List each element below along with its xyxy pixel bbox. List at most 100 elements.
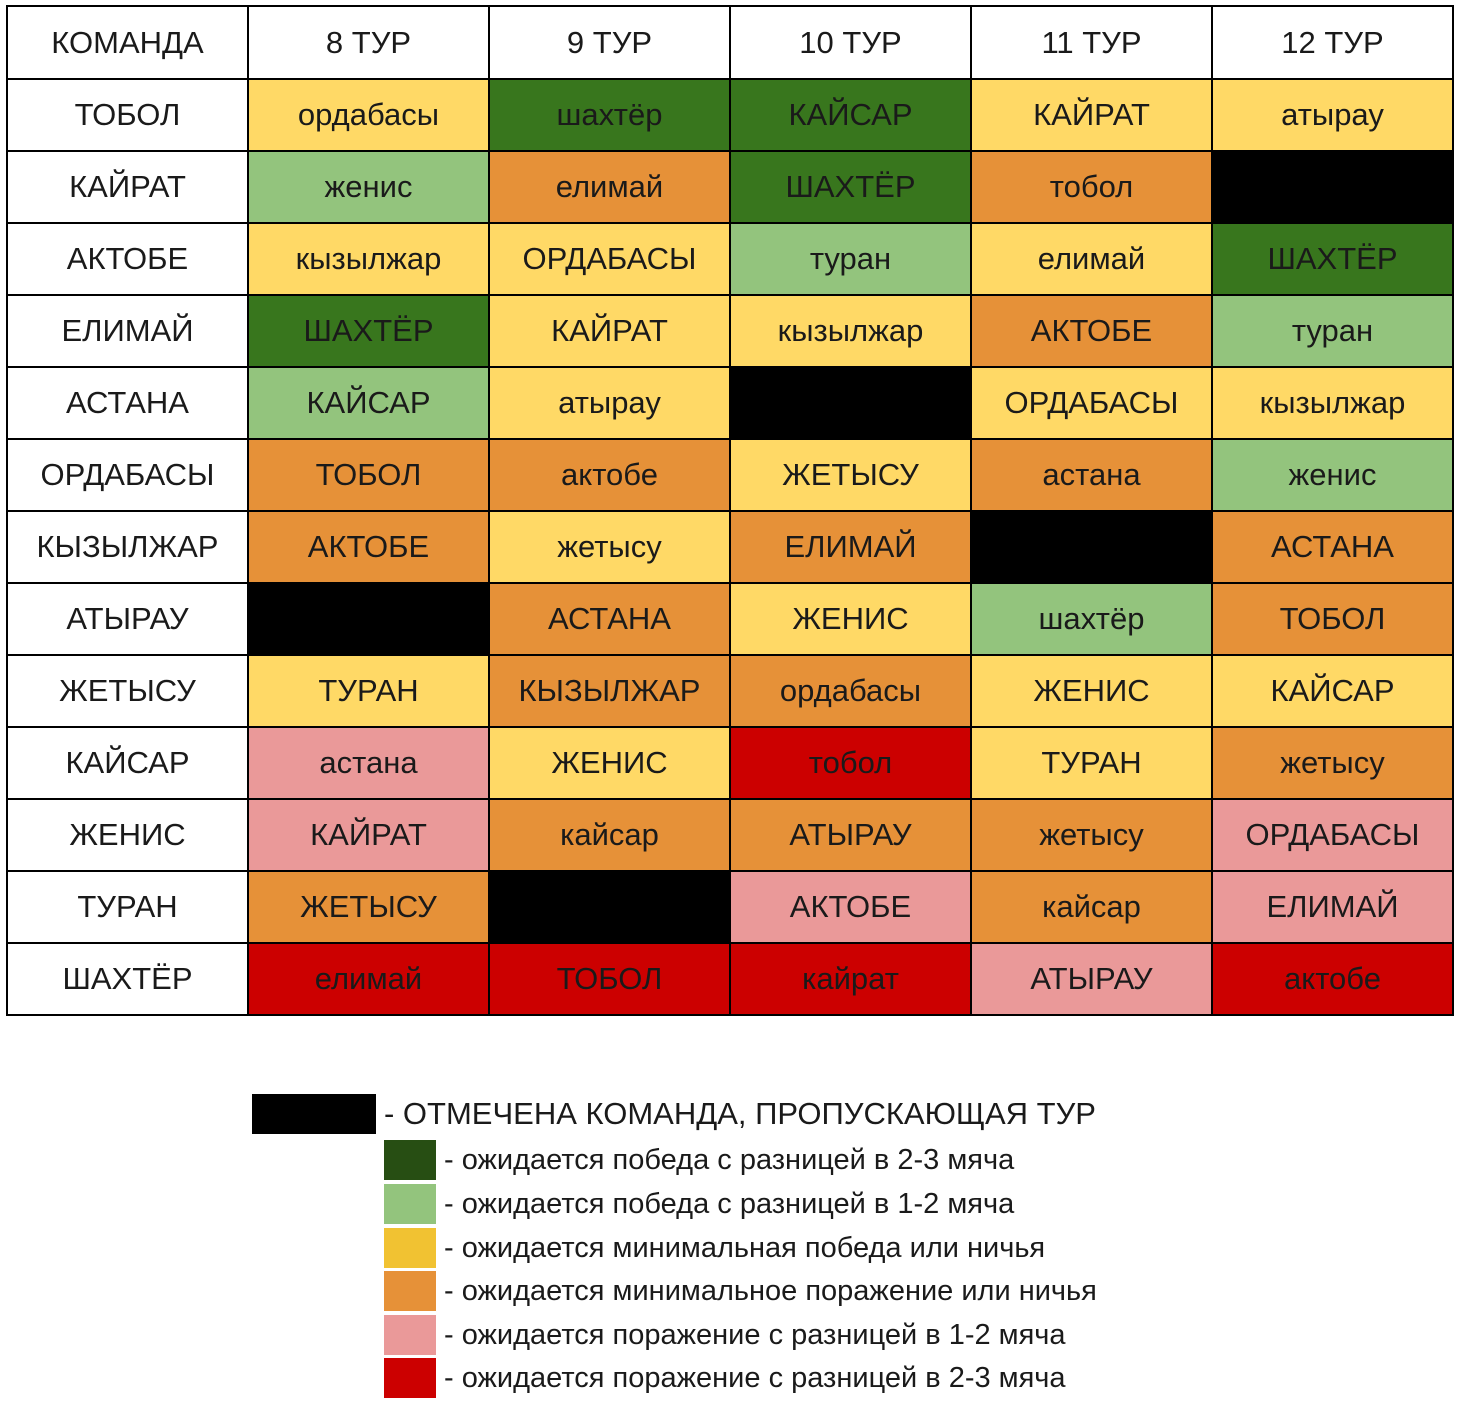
- match-cell: актобе: [488, 438, 731, 512]
- team-name: КАЙРАТ: [6, 150, 249, 224]
- match-cell: астана: [247, 726, 490, 800]
- team-name: ОРДАБАСЫ: [6, 438, 249, 512]
- match-cell: ШАХТЁР: [729, 150, 972, 224]
- team-name: ЕЛИМАЙ: [6, 294, 249, 368]
- legend-label: - ожидается победа с разницей в 1-2 мяча: [444, 1188, 1015, 1220]
- match-cell: ТУРАН: [970, 726, 1213, 800]
- match-cell: ЖЕНИС: [729, 582, 972, 656]
- team-name: АТЫРАУ: [6, 582, 249, 656]
- match-cell: атырау: [1211, 78, 1454, 152]
- table-row: АТЫРАУ АСТАНА ЖЕНИС шахтёр ТОБОЛ: [6, 582, 1454, 656]
- header-tour-10: 10 ТУР: [729, 5, 972, 80]
- match-cell: ОРДАБАСЫ: [488, 222, 731, 296]
- table-row: АКТОБЕ кызылжар ОРДАБАСЫ туран елимай ША…: [6, 222, 1454, 296]
- match-cell: ордабасы: [247, 78, 490, 152]
- match-cell: елимай: [970, 222, 1213, 296]
- table-row: ТУРАН ЖЕТЫСУ АКТОБЕ кайсар ЕЛИМАЙ: [6, 870, 1454, 944]
- match-cell: кайрат: [729, 942, 972, 1016]
- legend-label: - ожидается минимальное поражение или ни…: [444, 1275, 1097, 1307]
- match-cell: атырау: [488, 366, 731, 440]
- legend-label: - ожидается поражение с разницей в 1-2 м…: [444, 1319, 1066, 1351]
- match-cell: кайсар: [970, 870, 1213, 944]
- team-name: ЖЕНИС: [6, 798, 249, 872]
- legend-label: - ожидается минимальная победа или ничья: [444, 1232, 1046, 1264]
- match-cell: шахтёр: [488, 78, 731, 152]
- legend-swatch: [384, 1271, 436, 1311]
- table-row: КЫЗЫЛЖАР АКТОБЕ жетысу ЕЛИМАЙ АСТАНА: [6, 510, 1454, 584]
- header-tour-8: 8 ТУР: [247, 5, 490, 80]
- match-cell: КАЙРАТ: [247, 798, 490, 872]
- match-cell: ТУРАН: [247, 654, 490, 728]
- bye-cell: [1211, 150, 1454, 224]
- match-cell: КАЙСАР: [729, 78, 972, 152]
- match-cell: жетысу: [1211, 726, 1454, 800]
- match-cell: АКТОБЕ: [729, 870, 972, 944]
- match-cell: шахтёр: [970, 582, 1213, 656]
- match-cell: ОРДАБАСЫ: [970, 366, 1213, 440]
- legend-swatch: [384, 1315, 436, 1355]
- match-cell: ОРДАБАСЫ: [1211, 798, 1454, 872]
- match-cell: АТЫРАУ: [970, 942, 1213, 1016]
- match-cell: кызылжар: [729, 294, 972, 368]
- match-cell: АСТАНА: [1211, 510, 1454, 584]
- match-cell: КАЙРАТ: [488, 294, 731, 368]
- header-tour-11: 11 ТУР: [970, 5, 1213, 80]
- bye-cell: [247, 582, 490, 656]
- match-cell: ЖЕТЫСУ: [247, 870, 490, 944]
- legend-swatch: [384, 1228, 436, 1268]
- match-cell: АКТОБЕ: [247, 510, 490, 584]
- table-row: ШАХТЁР елимай ТОБОЛ кайрат АТЫРАУ актобе: [6, 942, 1454, 1016]
- match-cell: ТОБОЛ: [247, 438, 490, 512]
- team-name: КАЙСАР: [6, 726, 249, 800]
- header-row: КОМАНДА 8 ТУР 9 ТУР 10 ТУР 11 ТУР 12 ТУР: [6, 5, 1454, 80]
- header-tour-9: 9 ТУР: [488, 5, 731, 80]
- match-cell: елимай: [247, 942, 490, 1016]
- team-name: ТОБОЛ: [6, 78, 249, 152]
- schedule-table: КОМАНДА 8 ТУР 9 ТУР 10 ТУР 11 ТУР 12 ТУР…: [6, 5, 1454, 1016]
- match-cell: ШАХТЁР: [247, 294, 490, 368]
- table-row: ЕЛИМАЙ ШАХТЁР КАЙРАТ кызылжар АКТОБЕ тур…: [6, 294, 1454, 368]
- match-cell: туран: [729, 222, 972, 296]
- match-cell: КАЙРАТ: [970, 78, 1213, 152]
- table-row: ТОБОЛ ордабасы шахтёр КАЙСАР КАЙРАТ атыр…: [6, 78, 1454, 152]
- match-cell: ЖЕТЫСУ: [729, 438, 972, 512]
- table-row: КАЙСАР астана ЖЕНИС тобол ТУРАН жетысу: [6, 726, 1454, 800]
- legend-label: - ожидается поражение с разницей в 2-3 м…: [444, 1362, 1066, 1394]
- bye-cell: [729, 366, 972, 440]
- bye-cell: [488, 870, 731, 944]
- match-cell: КАЙСАР: [1211, 654, 1454, 728]
- match-cell: тобол: [970, 150, 1213, 224]
- match-cell: ШАХТЁР: [1211, 222, 1454, 296]
- match-cell: ТОБОЛ: [1211, 582, 1454, 656]
- legend-swatch: [384, 1358, 436, 1398]
- match-cell: елимай: [488, 150, 731, 224]
- match-cell: КАЙСАР: [247, 366, 490, 440]
- team-name: АСТАНА: [6, 366, 249, 440]
- match-cell: тобол: [729, 726, 972, 800]
- match-cell: АТЫРАУ: [729, 798, 972, 872]
- match-cell: астана: [970, 438, 1213, 512]
- legend: - ОТМЕЧЕНА КОМАНДА, ПРОПУСКАЮЩАЯ ТУР - о…: [0, 1090, 1460, 1400]
- legend-bye-swatch: [252, 1094, 376, 1134]
- legend-swatch: [384, 1140, 436, 1180]
- match-cell: АСТАНА: [488, 582, 731, 656]
- match-cell: жетысу: [488, 510, 731, 584]
- match-cell: КЫЗЫЛЖАР: [488, 654, 731, 728]
- match-cell: ЕЛИМАЙ: [729, 510, 972, 584]
- legend-label: - ожидается победа с разницей в 2-3 мяча: [444, 1144, 1015, 1176]
- match-cell: жетысу: [970, 798, 1213, 872]
- match-cell: ордабасы: [729, 654, 972, 728]
- team-name: КЫЗЫЛЖАР: [6, 510, 249, 584]
- bye-cell: [970, 510, 1213, 584]
- match-cell: актобе: [1211, 942, 1454, 1016]
- match-cell: АКТОБЕ: [970, 294, 1213, 368]
- legend-bye-label: - ОТМЕЧЕНА КОМАНДА, ПРОПУСКАЮЩАЯ ТУР: [384, 1096, 1096, 1131]
- table-row: ОРДАБАСЫ ТОБОЛ актобе ЖЕТЫСУ астана жени…: [6, 438, 1454, 512]
- legend-swatch: [384, 1184, 436, 1224]
- table-row: ЖЕТЫСУ ТУРАН КЫЗЫЛЖАР ордабасы ЖЕНИС КАЙ…: [6, 654, 1454, 728]
- match-cell: женис: [247, 150, 490, 224]
- table-row: ЖЕНИС КАЙРАТ кайсар АТЫРАУ жетысу ОРДАБА…: [6, 798, 1454, 872]
- header-tour-12: 12 ТУР: [1211, 5, 1454, 80]
- team-name: ТУРАН: [6, 870, 249, 944]
- table-row: КАЙРАТ женис елимай ШАХТЁР тобол: [6, 150, 1454, 224]
